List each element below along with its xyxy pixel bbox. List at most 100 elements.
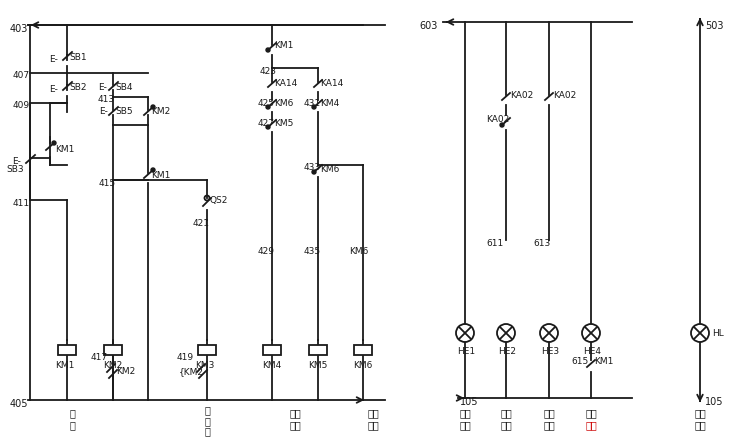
- Text: KM2: KM2: [151, 107, 170, 115]
- Text: KA02: KA02: [553, 91, 576, 101]
- Text: 电机: 电机: [289, 408, 301, 418]
- Text: 复位: 复位: [500, 408, 512, 418]
- Text: HE3: HE3: [541, 347, 559, 357]
- Text: KA02: KA02: [486, 114, 509, 124]
- Text: 循环: 循环: [543, 408, 555, 418]
- Text: SB1: SB1: [69, 52, 86, 62]
- Text: KM1: KM1: [55, 361, 74, 370]
- Text: 床头: 床头: [694, 408, 706, 418]
- Circle shape: [266, 48, 270, 52]
- Text: 泵: 泵: [69, 420, 75, 430]
- Text: KM6: KM6: [353, 361, 372, 370]
- Text: KM5: KM5: [308, 361, 327, 370]
- Text: 照明: 照明: [694, 420, 706, 430]
- Circle shape: [582, 324, 600, 342]
- Text: SB5: SB5: [115, 107, 133, 115]
- Circle shape: [52, 141, 56, 145]
- Text: QS2: QS2: [210, 197, 228, 205]
- Circle shape: [151, 168, 155, 172]
- Text: KM2: KM2: [116, 368, 135, 377]
- Text: 电机: 电机: [367, 408, 379, 418]
- Text: HE2: HE2: [498, 347, 516, 357]
- Text: 503: 503: [705, 21, 723, 31]
- Text: {KM2: {KM2: [179, 368, 204, 377]
- Text: HL: HL: [712, 329, 724, 337]
- Text: 415: 415: [99, 178, 116, 187]
- Text: KA14: KA14: [274, 79, 297, 87]
- Text: 419: 419: [177, 354, 194, 363]
- Text: 603: 603: [419, 21, 437, 31]
- Text: 电机: 电机: [585, 408, 597, 418]
- Text: 421: 421: [193, 218, 210, 228]
- Text: 427: 427: [258, 118, 275, 128]
- Text: SB3: SB3: [6, 166, 23, 174]
- Text: E-: E-: [49, 55, 58, 65]
- Bar: [104, 345, 122, 355]
- Text: 435: 435: [304, 246, 321, 256]
- Circle shape: [456, 324, 474, 342]
- Text: 431: 431: [304, 98, 321, 108]
- Text: KM1: KM1: [274, 42, 294, 51]
- Text: 433: 433: [304, 163, 321, 173]
- Text: KM6: KM6: [320, 164, 339, 173]
- Text: 429: 429: [258, 246, 275, 256]
- Text: 105: 105: [705, 397, 723, 407]
- Text: KM3: KM3: [195, 361, 214, 370]
- Text: 低速: 低速: [289, 420, 301, 430]
- Text: 却: 却: [204, 416, 210, 426]
- Text: E-: E-: [98, 83, 107, 93]
- Text: SB4: SB4: [115, 83, 132, 91]
- Circle shape: [540, 324, 558, 342]
- Text: 显示: 显示: [459, 420, 471, 430]
- Text: KM1: KM1: [151, 170, 170, 180]
- Text: 冷: 冷: [204, 405, 210, 415]
- Text: 泵: 泵: [204, 426, 210, 436]
- Text: 起动: 起动: [585, 420, 597, 430]
- Text: 613: 613: [533, 239, 550, 247]
- Circle shape: [691, 324, 709, 342]
- Text: 起动: 起动: [543, 420, 555, 430]
- Circle shape: [500, 123, 504, 127]
- Text: 407: 407: [13, 72, 30, 80]
- Bar: [263, 345, 281, 355]
- Text: 413: 413: [98, 96, 115, 104]
- Text: KA14: KA14: [320, 79, 343, 87]
- Text: HE4: HE4: [583, 347, 601, 357]
- Text: HE1: HE1: [457, 347, 475, 357]
- Circle shape: [312, 170, 316, 174]
- Bar: [198, 345, 216, 355]
- Text: KM6: KM6: [349, 246, 369, 256]
- Text: KM5: KM5: [274, 119, 294, 128]
- Text: 611: 611: [486, 239, 503, 247]
- Text: 417: 417: [91, 354, 108, 363]
- Text: KM4: KM4: [320, 100, 339, 108]
- Text: 423: 423: [260, 66, 277, 76]
- Text: 高速: 高速: [367, 420, 379, 430]
- Text: KM6: KM6: [274, 100, 294, 108]
- Text: KA02: KA02: [510, 91, 533, 101]
- Circle shape: [151, 105, 155, 109]
- Text: 615: 615: [571, 357, 588, 367]
- Circle shape: [312, 105, 316, 109]
- Circle shape: [266, 125, 270, 129]
- Text: KM2: KM2: [103, 361, 122, 370]
- Text: E-: E-: [12, 157, 21, 166]
- Text: E-: E-: [99, 107, 108, 115]
- Bar: [309, 345, 327, 355]
- Text: 停止: 停止: [500, 420, 512, 430]
- Text: 403: 403: [10, 24, 29, 34]
- Text: KM4: KM4: [262, 361, 282, 370]
- Circle shape: [266, 105, 270, 109]
- Circle shape: [497, 324, 515, 342]
- Bar: [58, 345, 76, 355]
- Text: 409: 409: [13, 101, 30, 111]
- Text: KM1: KM1: [55, 146, 74, 155]
- Text: 411: 411: [13, 198, 30, 208]
- Text: 105: 105: [460, 397, 478, 407]
- Text: E-: E-: [49, 86, 58, 94]
- Bar: [354, 345, 372, 355]
- Text: KM1: KM1: [594, 357, 614, 367]
- Text: 405: 405: [10, 399, 29, 409]
- Text: 油: 油: [69, 408, 75, 418]
- Text: 电源: 电源: [459, 408, 471, 418]
